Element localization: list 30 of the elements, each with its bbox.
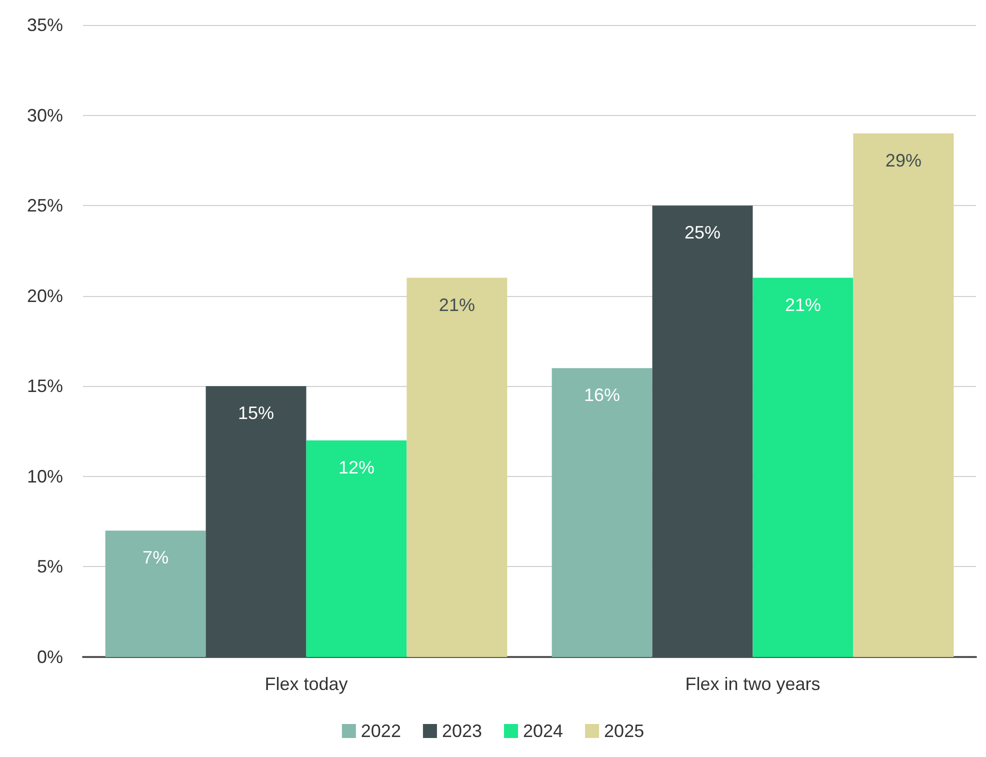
- data-label: 21%: [438, 294, 475, 315]
- data-label: 25%: [684, 222, 721, 243]
- legend-label: 2024: [523, 721, 564, 741]
- y-tick-label: 0%: [36, 647, 63, 667]
- x-tick-label: Flex today: [264, 674, 348, 694]
- data-label: 16%: [584, 385, 620, 406]
- bar: [853, 133, 954, 657]
- bar: [552, 368, 652, 657]
- y-tick-label: 35%: [26, 15, 63, 35]
- data-label: 15%: [238, 403, 274, 424]
- bar: [406, 278, 508, 657]
- y-tick-label: 5%: [36, 556, 63, 577]
- bar: [105, 530, 206, 657]
- legend-label: 2025: [604, 721, 644, 741]
- bar: [206, 386, 306, 657]
- y-tick-label: 30%: [26, 105, 63, 126]
- x-tick-label: Flex in two years: [685, 674, 820, 694]
- data-label: 7%: [142, 548, 169, 568]
- y-tick-label: 25%: [26, 196, 63, 216]
- legend-label: 2023: [442, 721, 482, 741]
- data-label: 21%: [784, 294, 821, 315]
- bar: [652, 206, 753, 657]
- bar: [306, 440, 407, 657]
- data-label: 29%: [885, 150, 922, 170]
- y-tick-label: 15%: [26, 376, 63, 396]
- y-tick-label: 10%: [26, 466, 63, 486]
- bar: [752, 278, 854, 657]
- legend-label: 2022: [360, 721, 401, 741]
- y-tick-label: 20%: [26, 286, 63, 306]
- data-label: 12%: [338, 457, 374, 478]
